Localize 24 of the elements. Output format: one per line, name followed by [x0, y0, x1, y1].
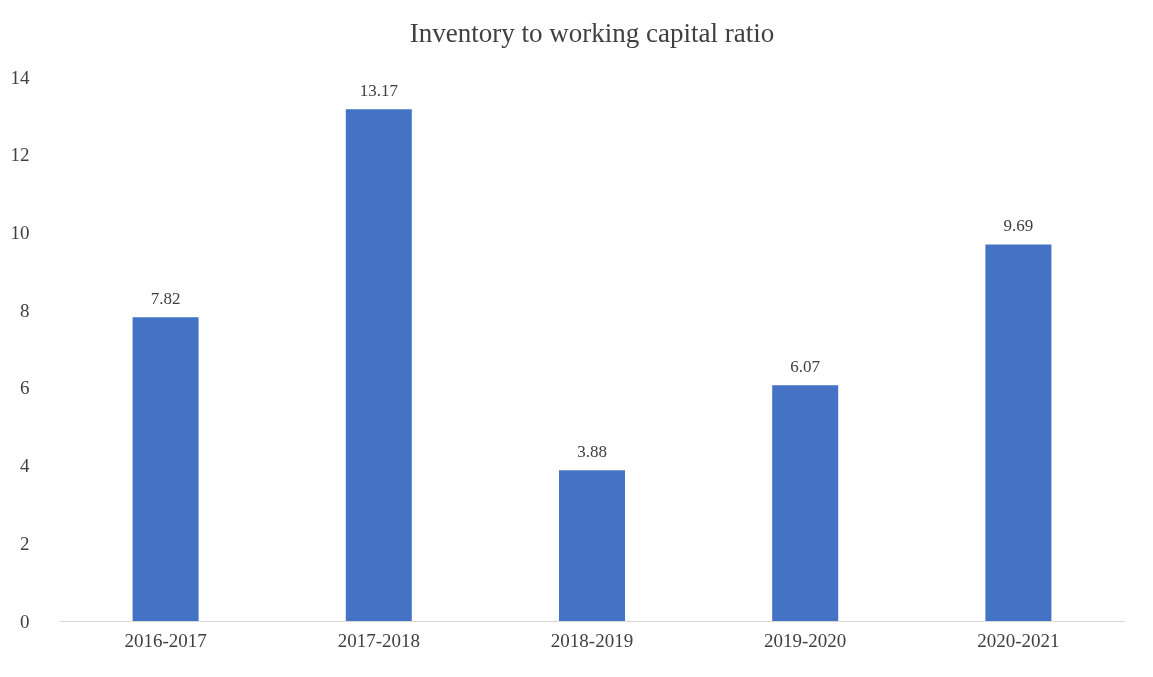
y-tick-label: 0	[20, 610, 30, 632]
bar	[985, 244, 1052, 621]
data-label: 6.07	[790, 357, 821, 377]
x-tick-label: 2019-2020	[764, 629, 847, 651]
x-tick-label: 2018-2019	[550, 629, 634, 651]
x-tick-label: 2020-2021	[977, 629, 1060, 651]
y-tick-label: 14	[10, 66, 30, 88]
data-label: 9.69	[1003, 216, 1034, 236]
y-tick-label: 4	[20, 455, 30, 477]
y-tick-label: 12	[10, 144, 30, 166]
bar	[132, 317, 199, 621]
y-tick-label: 6	[20, 377, 30, 399]
y-tick-label: 2	[20, 532, 30, 554]
data-label: 3.88	[577, 442, 607, 462]
bar	[345, 109, 412, 621]
chart-title: Inventory to working capital ratio	[409, 18, 775, 48]
data-label: 13.17	[359, 81, 399, 101]
y-tick-label: 8	[20, 299, 30, 321]
x-tick-label: 2016-2017	[124, 629, 207, 651]
y-tick-label: 10	[10, 221, 30, 243]
bar	[559, 470, 625, 621]
bar	[772, 385, 839, 621]
x-tick-label: 2017-2018	[337, 629, 420, 651]
data-label: 7.82	[150, 289, 181, 309]
